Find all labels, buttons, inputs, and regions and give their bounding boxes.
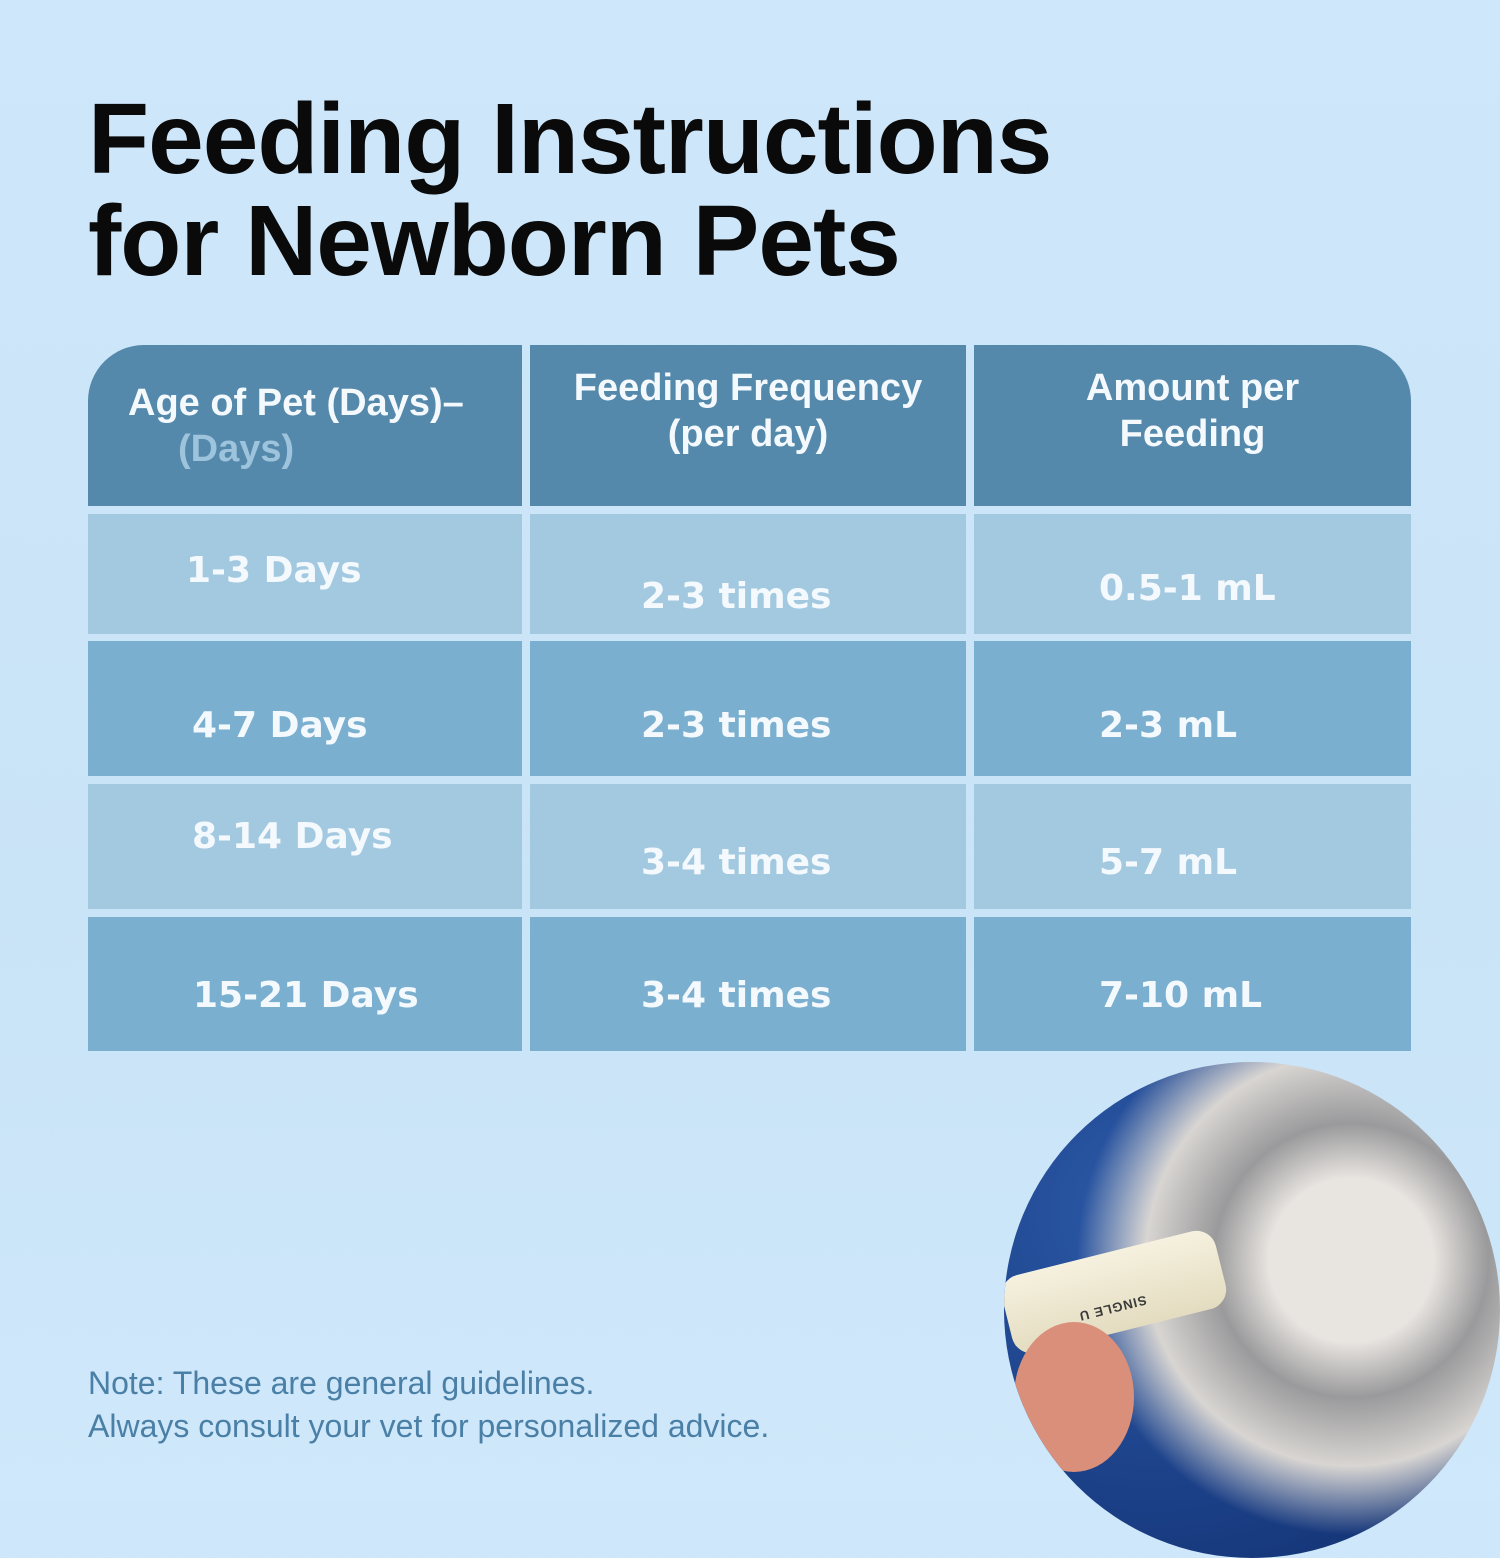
header-age-sub: (Days) (178, 427, 295, 470)
note-line-1: Note: These are general guidelines. (88, 1365, 595, 1401)
header-frequency-main: Feeding Frequency (573, 366, 923, 409)
cell-text: 2-3 times (641, 575, 832, 617)
header-age: Age of Pet (Days)– (Days) (88, 345, 522, 506)
page-title: Feeding Instructions for Newborn Pets (88, 83, 1052, 297)
header-amount-main: Amount per (1085, 366, 1300, 409)
note-line-2: Always consult your vet for personalized… (88, 1408, 770, 1444)
table-row-4-amount: 7-10 mL (974, 917, 1411, 1051)
kitten-feeding-photo: SINGLE U (1004, 1062, 1500, 1558)
table-row-4-frequency: 3-4 times (530, 917, 966, 1051)
table-row-3-amount: 5-7 mL (974, 784, 1411, 909)
table-row-2-amount: 2-3 mL (974, 641, 1411, 776)
cell-text: 2-3 times (641, 705, 832, 746)
syringe-label-text: SINGLE U (1077, 1292, 1149, 1324)
title-line-1: Feeding Instructions (88, 83, 1052, 195)
header-frequency: Feeding Frequency (per day) (530, 345, 966, 506)
header-age-main: Age of Pet (Days)– (128, 381, 464, 424)
cell-text: 4-7 Days (192, 705, 368, 746)
cell-text: 0.5-1 mL (1099, 567, 1276, 609)
disclaimer-note: Note: These are general guidelines. Alwa… (88, 1362, 769, 1448)
table-row-2-age: 4-7 Days (88, 641, 522, 776)
table-row-3-frequency: 3-4 times (530, 784, 966, 909)
cell-text: 3-4 times (641, 974, 832, 1016)
table-row-1-amount: 0.5-1 mL (974, 514, 1411, 634)
cell-text: 8-14 Days (192, 816, 393, 857)
header-amount: Amount per Feeding (974, 345, 1411, 506)
cell-text: 2-3 mL (1099, 705, 1238, 746)
table-row-4-age: 15-21 Days (88, 917, 522, 1051)
cell-text: 15-21 Days (193, 974, 419, 1016)
cell-text: 5-7 mL (1099, 842, 1238, 883)
title-line-2: for Newborn Pets (88, 185, 901, 297)
table-row-3-age: 8-14 Days (88, 784, 522, 909)
table-row-1-age: 1-3 Days (88, 514, 522, 634)
cell-text: 7-10 mL (1099, 974, 1263, 1016)
table-row-2-frequency: 2-3 times (530, 641, 966, 776)
cell-text: 3-4 times (641, 842, 832, 883)
finger (1014, 1322, 1134, 1472)
header-frequency-sub: (per day) (667, 412, 829, 455)
table-row-1-frequency: 2-3 times (530, 514, 966, 634)
header-amount-sub: Feeding (1119, 412, 1266, 455)
cell-text: 1-3 Days (186, 550, 362, 591)
